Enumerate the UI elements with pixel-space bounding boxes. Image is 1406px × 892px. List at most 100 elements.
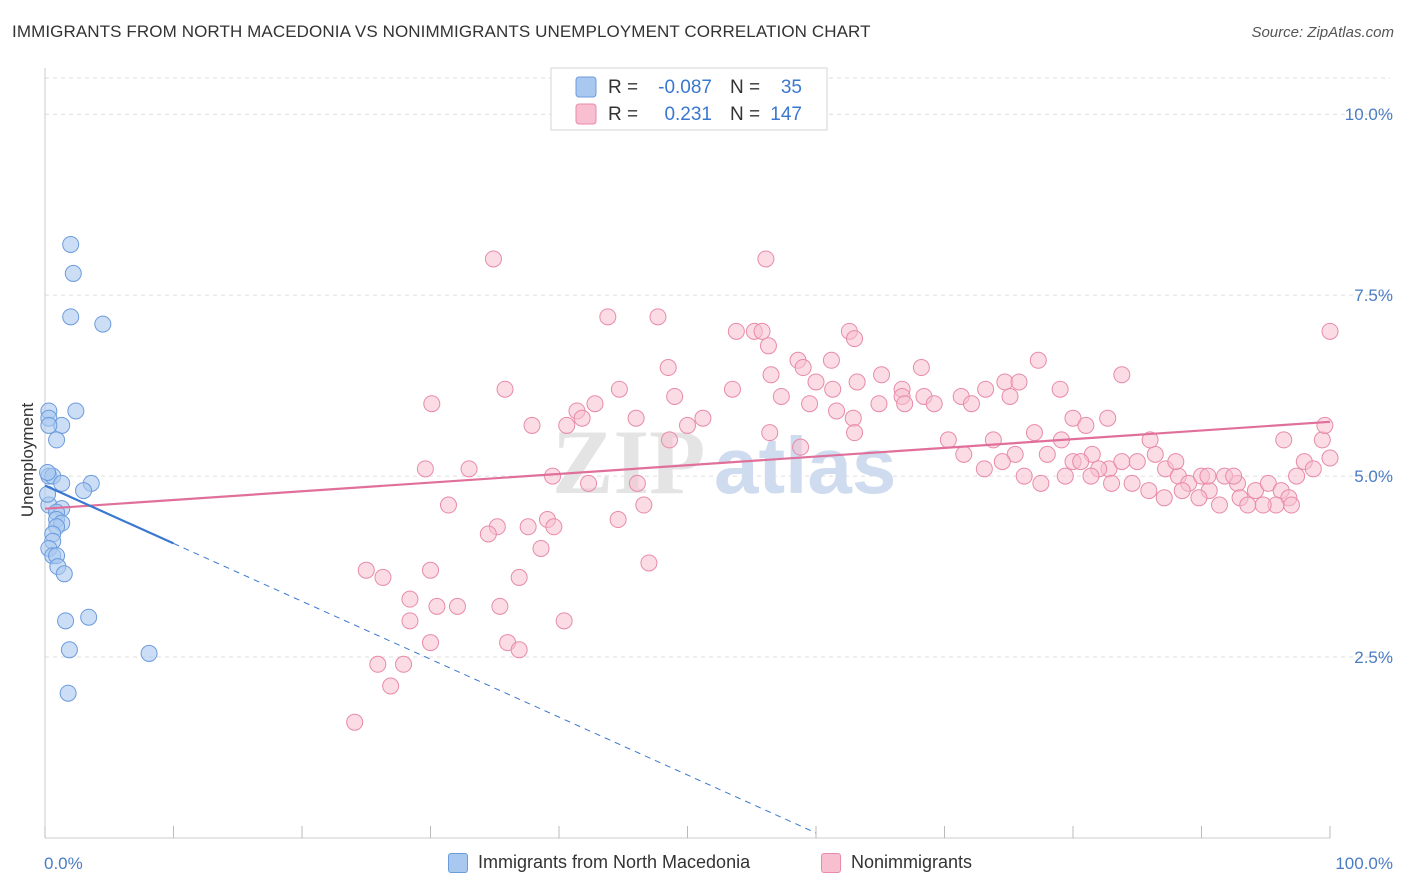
nonimmigrant-point [1275, 431, 1293, 449]
nonimmigrant-point [448, 597, 466, 615]
nonimmigrant-point [761, 424, 779, 442]
nonimmigrant-point [545, 518, 563, 536]
nonimmigrant-point [401, 612, 419, 630]
nonimmigrant-point [640, 554, 658, 572]
nonimmigrant-point [1313, 431, 1331, 449]
immigrant-point [80, 608, 98, 626]
nonimmigrant-point [1173, 482, 1191, 500]
nonimmigrant-point [1038, 445, 1056, 463]
nonimmigrant-point [519, 518, 537, 536]
nonimmigrant-point [759, 337, 777, 355]
nonimmigrant-point [1006, 445, 1024, 463]
nonimmigrant-point [1254, 496, 1272, 514]
nonimmigrant-point [628, 474, 646, 492]
watermark: ZIP atlas [552, 411, 896, 513]
nonimmigrant-point [1140, 482, 1158, 500]
nonimmigrant-point [822, 351, 840, 369]
nonimmigrant-point [962, 395, 980, 413]
nonimmigrant-point [544, 467, 562, 485]
nonimmigrant-point [1239, 496, 1257, 514]
nonimmigrant-point [1167, 453, 1185, 471]
nonimmigrant-point [1025, 424, 1043, 442]
bottom-legend-swatch-pink [821, 852, 841, 873]
nonimmigrant-point [401, 590, 419, 608]
nonimmigrant-point [848, 373, 866, 391]
legend-r-value-2: 0.231 [664, 104, 712, 125]
immigrant-trend-line [44, 484, 174, 545]
nonimmigrant-point [1056, 467, 1074, 485]
nonimmigrant-point [939, 431, 957, 449]
legend-r-label-1: R = [608, 77, 638, 98]
nonimmigrant-point [1259, 474, 1277, 492]
nonimmigrant-point [1113, 453, 1131, 471]
nonimmigrant-point [586, 395, 604, 413]
nonimmigrant-point [1029, 351, 1047, 369]
nonimmigrant-point [1077, 416, 1095, 434]
nonimmigrant-point [772, 387, 790, 405]
nonimmigrant-point [975, 460, 993, 478]
nonimmigrant-point [580, 474, 598, 492]
nonimmigrant-point [1015, 467, 1033, 485]
nonimmigrant-point [416, 460, 434, 478]
nonimmigrant-point [555, 612, 573, 630]
trend-layer [44, 420, 1331, 834]
legend-swatch-blue [575, 76, 597, 98]
immigrant-point [140, 644, 158, 662]
legend-swatch-pink [575, 103, 597, 125]
nonimmigrant-point [1103, 474, 1121, 492]
nonimmigrant-point [824, 380, 842, 398]
nonimmigrant-point [627, 409, 645, 427]
immigrant-point [62, 235, 80, 253]
nonimmigrant-point [1051, 380, 1069, 398]
nonimmigrant-point [661, 431, 679, 449]
nonimmigrant-point [1082, 467, 1100, 485]
nonimmigrant-trend-line [44, 420, 1331, 510]
points-layer [39, 235, 1339, 731]
nonimmigrant-point [873, 366, 891, 384]
nonimmigrant-point [1321, 322, 1339, 340]
axis-layer: 2.5% 5.0% 7.5% 10.0% 0.0% 100.0% [44, 68, 1393, 873]
nonimmigrant-point [423, 395, 441, 413]
nonimmigrant-point [369, 655, 387, 673]
nonimmigrant-point [1304, 460, 1322, 478]
nonimmigrant-point [428, 597, 446, 615]
nonimmigrant-point [610, 380, 628, 398]
immigrant-point [59, 684, 77, 702]
nonimmigrant-point [357, 561, 375, 579]
legend-n-value-2: 147 [770, 104, 802, 125]
nonimmigrant-point [635, 496, 653, 514]
nonimmigrant-point [762, 366, 780, 384]
legend-frame [550, 67, 828, 131]
bottom-legend-label-nonimmigrants: Nonimmigrants [851, 852, 973, 872]
correlation-legend: R = -0.087 N = 35 R = 0.231 N = 147 [550, 67, 828, 131]
nonimmigrant-point [496, 380, 514, 398]
nonimmigrant-point [1146, 445, 1164, 463]
nonimmigrant-point [794, 359, 812, 377]
legend-r-label-2: R = [608, 104, 638, 125]
chart-source: Source: ZipAtlas.com [1251, 24, 1394, 41]
immigrant-point [75, 482, 93, 500]
nonimmigrant-point [1246, 482, 1264, 500]
immigrant-point [48, 431, 66, 449]
y-axis-label: Unemployment [18, 403, 37, 518]
nonimmigrant-point [1123, 474, 1141, 492]
nonimmigrant-point [694, 409, 712, 427]
nonimmigrant-point [1099, 409, 1117, 427]
nonimmigrant-point [649, 308, 667, 326]
nonimmigrant-point [996, 373, 1014, 391]
nonimmigrant-point [523, 416, 541, 434]
x-tick-label-max: 100.0% [1335, 854, 1393, 873]
nonimmigrant-point [491, 597, 509, 615]
bottom-legend-swatch-blue [448, 852, 468, 873]
grid-layer [45, 77, 1390, 658]
bottom-legend-label-immigrants: Immigrants from North Macedonia [478, 852, 751, 872]
nonimmigrant-point [792, 438, 810, 456]
nonimmigrant-point [1032, 474, 1050, 492]
bottom-legend-nonimmigrants: Nonimmigrants [821, 852, 972, 873]
nonimmigrant-point [925, 395, 943, 413]
nonimmigrant-point [846, 424, 864, 442]
nonimmigrant-point [870, 395, 888, 413]
nonimmigrant-point [1321, 449, 1339, 467]
nonimmigrant-point [1001, 387, 1019, 405]
